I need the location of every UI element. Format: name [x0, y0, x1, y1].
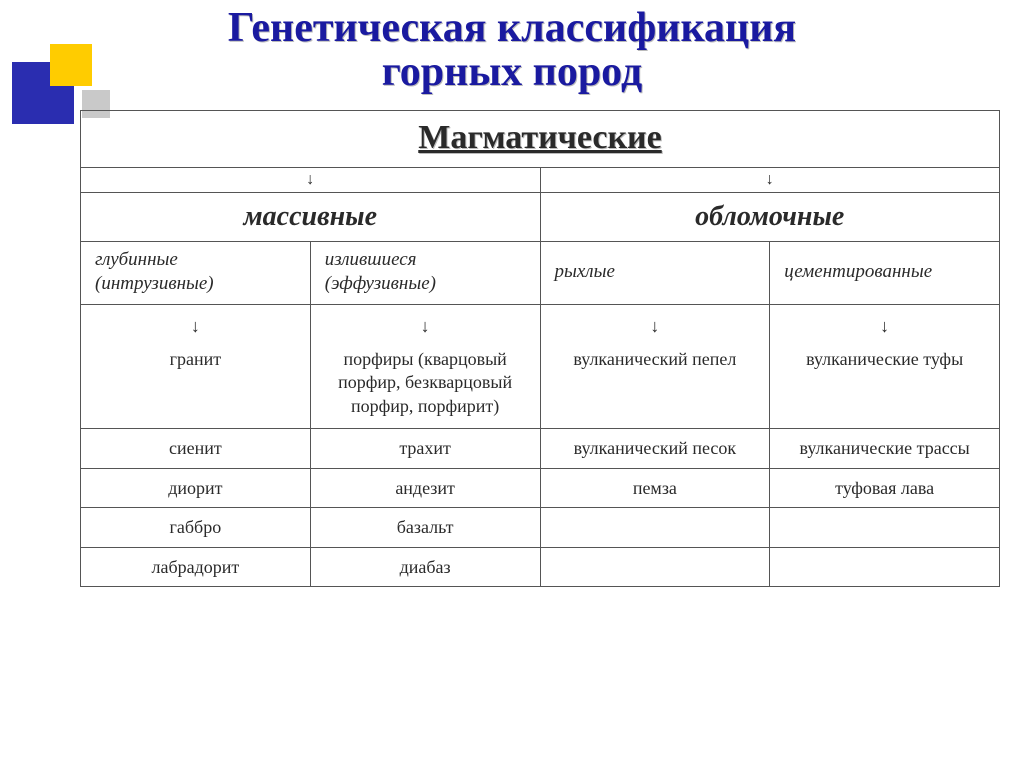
page-title: Генетическая классификация горных пород: [0, 0, 1024, 94]
cell-r1-c1: андезит: [310, 468, 540, 508]
subgroup-intrusive: глубинные (интрузивные): [81, 242, 311, 305]
cell-r2-c2: [540, 508, 770, 548]
deco-square-yellow: [50, 44, 92, 86]
subgroup-effusive: излившиеся (эффузивные): [310, 242, 540, 305]
arrow-icon: ↓: [778, 315, 991, 338]
cell-r0-c2: вулканический песок: [540, 429, 770, 469]
cell-r2-c3: [770, 508, 1000, 548]
classification-table-wrap: Магматические ↓ ↓ массивные обломочные г…: [80, 110, 1000, 587]
cell-r1-c2: пемза: [540, 468, 770, 508]
example-col-3: ↓ вулканические туфы: [770, 304, 1000, 429]
arrow-left: ↓: [81, 168, 541, 193]
cell-r3-c2: [540, 547, 770, 587]
arrow-right: ↓: [540, 168, 1000, 193]
cell-r2-c1: базальт: [310, 508, 540, 548]
example-text-0: гранит: [170, 349, 222, 369]
arrow-icon: ↓: [319, 315, 532, 338]
subgroup-cemented: цементированные: [770, 242, 1000, 305]
arrow-icon: ↓: [89, 315, 302, 338]
cell-r3-c0: лабрадорит: [81, 547, 311, 587]
cell-r0-c1: трахит: [310, 429, 540, 469]
example-col-0: ↓ гранит: [81, 304, 311, 429]
example-col-1: ↓ порфиры (кварцовый порфир, безкварцовы…: [310, 304, 540, 429]
title-line-2: горных пород: [382, 49, 642, 95]
cell-r0-c3: вулканические трассы: [770, 429, 1000, 469]
cell-r1-c3: туфовая лава: [770, 468, 1000, 508]
example-text-3: вулканические туфы: [806, 349, 963, 369]
cell-r3-c1: диабаз: [310, 547, 540, 587]
cell-r0-c0: сиенит: [81, 429, 311, 469]
subgroup-loose: рыхлые: [540, 242, 770, 305]
cell-r3-c3: [770, 547, 1000, 587]
classification-table: Магматические ↓ ↓ массивные обломочные г…: [80, 110, 1000, 587]
example-text-2: вулканический пепел: [573, 349, 736, 369]
main-header: Магматические: [81, 111, 1000, 168]
group-clastic: обломочные: [540, 193, 1000, 242]
title-line-1: Генетическая классификация: [228, 5, 796, 51]
cell-r2-c0: габбро: [81, 508, 311, 548]
example-col-2: ↓ вулканический пепел: [540, 304, 770, 429]
arrow-icon: ↓: [549, 315, 762, 338]
cell-r1-c0: диорит: [81, 468, 311, 508]
group-massive: массивные: [81, 193, 541, 242]
example-text-1: порфиры (кварцовый порфир, безкварцовый …: [338, 349, 512, 416]
